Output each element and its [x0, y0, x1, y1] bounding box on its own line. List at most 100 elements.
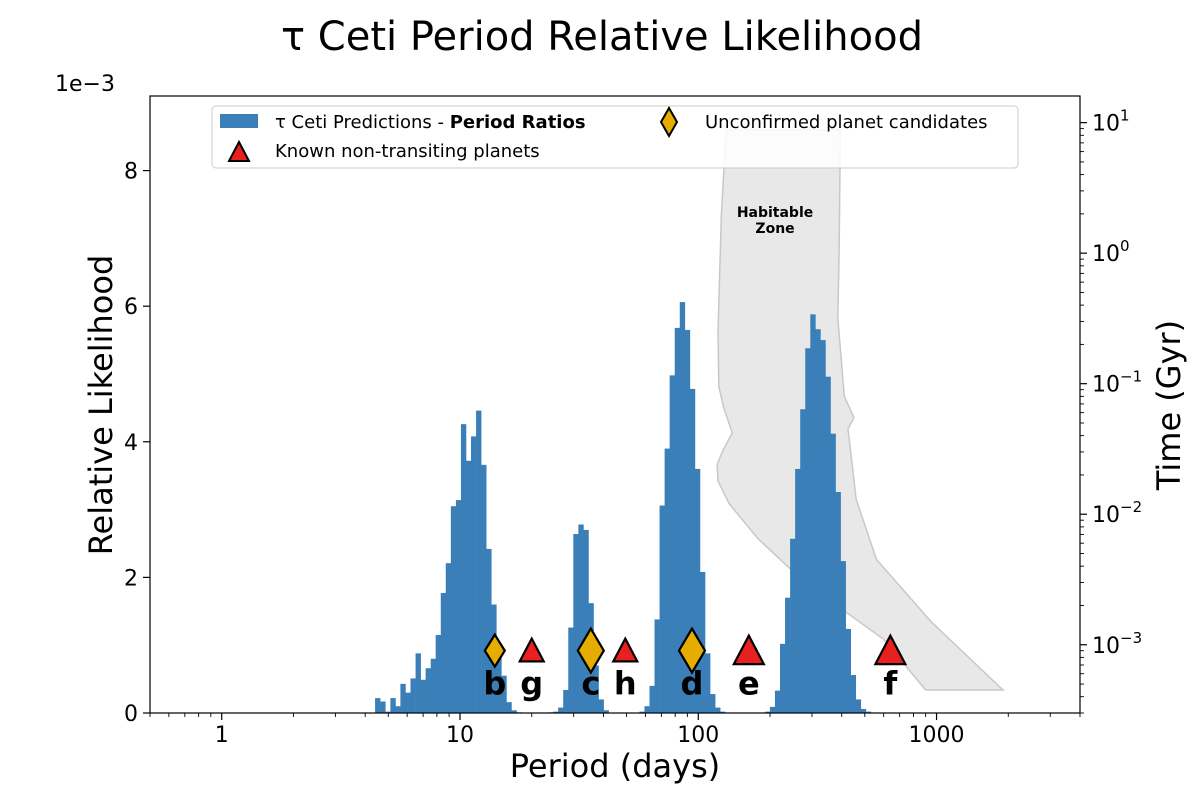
legend-box: [211, 105, 1019, 169]
histogram-bar: [860, 708, 867, 713]
histogram-bar: [420, 679, 426, 713]
x-axis-ticks: 1 10 100 1000: [149, 713, 1081, 748]
histogram-bar: [865, 711, 872, 713]
plot-frame: [149, 95, 1081, 714]
histogram-bar: [445, 563, 452, 713]
histogram-bar: [435, 635, 442, 713]
y2-tick-label: 10−2: [1092, 498, 1142, 528]
planet-label: g: [520, 664, 543, 702]
candidate-planet-marker: [576, 626, 606, 675]
legend-candidate-label: Unconfirmed planet candidates: [705, 112, 988, 133]
x-tick-label: 1: [215, 723, 229, 748]
histogram-bar: [810, 314, 816, 713]
histogram-bar: [820, 340, 826, 713]
y-offset-text: 1e−3: [55, 72, 115, 97]
histogram-bar: [780, 643, 786, 713]
x-tick-label: 1000: [909, 723, 965, 748]
known-planet-marker: [611, 636, 640, 663]
histogram-bar: [669, 375, 676, 713]
y2-tick-label: 10−1: [1092, 368, 1142, 398]
histogram-bar: [430, 658, 437, 713]
histogram-bar: [654, 619, 660, 713]
legend-bar-swatch: [220, 114, 258, 128]
known-planet-marker: [517, 636, 546, 663]
candidate-planet-marker: [483, 632, 507, 669]
histogram-bar: [506, 702, 512, 713]
histogram-bar: [649, 685, 655, 713]
histogram-bar: [410, 678, 416, 713]
histogram-bar: [785, 597, 791, 713]
histogram-bar: [511, 710, 517, 713]
y2-tick-label: 10−3: [1092, 629, 1142, 659]
histogram-bar: [830, 433, 836, 713]
histogram-bar: [583, 529, 589, 713]
histogram-bar: [815, 329, 821, 713]
histogram-bar: [395, 706, 401, 713]
planet-label: e: [738, 664, 760, 702]
legend-histogram-label: τ Ceti Predictions - Period Ratios: [275, 112, 586, 133]
known-planet-marker: [732, 633, 766, 666]
planet-label: b: [483, 664, 506, 702]
y-tick-label: 6: [124, 295, 138, 320]
x-axis-label: Period (days): [510, 747, 720, 785]
histogram-bar: [415, 653, 421, 713]
histogram-bar: [486, 548, 492, 713]
histogram-bar: [845, 628, 851, 713]
histogram-bar: [481, 464, 487, 713]
histogram-bar: [850, 675, 857, 713]
y2-tick-label: 100: [1092, 237, 1130, 267]
histogram-bar: [385, 711, 391, 713]
histogram-bar: [455, 500, 462, 713]
histogram-bar: [425, 668, 431, 713]
habitable-zone-label: Habitable: [737, 205, 813, 221]
histogram-bar: [496, 646, 502, 713]
histogram-bar: [795, 468, 801, 713]
planet-label: d: [681, 664, 704, 702]
histogram-bar: [715, 707, 721, 713]
planet-label: f: [883, 664, 898, 702]
y-tick-label: 8: [124, 160, 138, 185]
histogram-bar: [476, 410, 482, 713]
histogram-bar: [644, 706, 650, 713]
y-tick-label: 2: [124, 566, 138, 591]
histogram-bar: [558, 707, 564, 713]
histogram-bar: [460, 424, 467, 713]
histogram-bar: [450, 506, 457, 713]
histogram-bar: [679, 302, 686, 713]
histogram-bar: [694, 468, 701, 713]
histogram-bar: [501, 675, 507, 713]
histogram-bar: [553, 711, 559, 713]
histogram-bar: [659, 505, 665, 713]
histogram-bar: [720, 711, 726, 713]
planet-label: c: [581, 664, 600, 702]
x-tick-label: 100: [677, 723, 719, 748]
y2-axis-label: Time (Gyr): [1150, 320, 1188, 491]
histogram-bar: [699, 571, 706, 713]
histogram-bar: [568, 627, 574, 713]
histogram-bar: [855, 699, 862, 713]
histogram-bar: [598, 699, 604, 713]
histogram-bar: [774, 690, 781, 713]
legend-diamond-marker: [659, 105, 679, 139]
histogram-bars: [375, 302, 872, 713]
histogram-bar: [573, 534, 579, 713]
histogram-bar: [380, 701, 386, 713]
histogram-bar: [563, 689, 569, 713]
histogram-bar: [769, 706, 776, 713]
planet-label: h: [614, 664, 637, 702]
habitable-zone-region: [716, 129, 1005, 691]
histogram-bar: [790, 538, 796, 713]
chart-title: τ Ceti Period Relative Likelihood: [281, 14, 923, 60]
histogram-bar: [440, 592, 447, 713]
histogram-bar: [684, 329, 691, 713]
histogram-bar: [603, 710, 609, 713]
histogram-bar: [593, 665, 599, 713]
histogram-bar: [400, 683, 406, 713]
histogram-bar: [710, 694, 716, 713]
histogram-bar: [664, 448, 670, 713]
histogram-bar: [805, 348, 811, 713]
y-axis-ticks: 0 2 4 6 8: [124, 160, 150, 727]
